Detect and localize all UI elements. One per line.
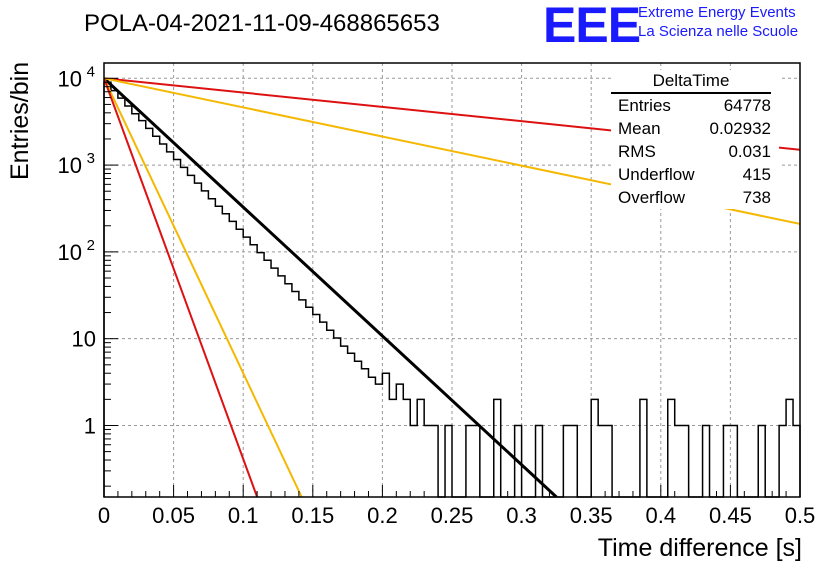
y-tick-exponent: 4 (87, 63, 95, 80)
x-axis-label: Time difference [s] (597, 534, 802, 562)
grid-lines (104, 63, 800, 497)
logo-mark: EEE (543, 0, 641, 53)
stats-box: DeltaTime Entries 64778 Mean 0.02932 RMS… (611, 70, 779, 209)
x-tick-label: 0.25 (431, 503, 474, 528)
stats-row-underflow: Underflow 415 (611, 163, 779, 186)
logo-line-1: Extreme Energy Events (638, 4, 796, 21)
y-tick-label: 1 (84, 413, 96, 438)
stats-row-mean: Mean 0.02932 (611, 117, 779, 140)
stats-title: DeltaTime (611, 70, 771, 94)
x-tick-label: 0.3 (506, 503, 537, 528)
y-tick-label: 10 (58, 66, 82, 91)
stats-value: 738 (742, 188, 771, 207)
stats-label: Underflow (618, 165, 695, 184)
stats-value: 64778 (723, 96, 771, 115)
fit-line-5 (104, 77, 259, 497)
chart-title: POLA-04-2021-11-09-468865653 (84, 10, 440, 37)
y-tick-label: 10 (72, 327, 96, 352)
x-tick-label: 0.35 (570, 503, 613, 528)
logo-line-2: La Scienza nelle Scuole (638, 23, 799, 40)
x-tick-label: 0.05 (152, 503, 195, 528)
y-tick-exponent: 3 (87, 150, 95, 167)
x-tick-label: 0 (98, 503, 110, 528)
x-tick-label: 0.5 (785, 503, 816, 528)
x-tick-label: 0.4 (646, 503, 677, 528)
x-tick-label: 0.1 (228, 503, 259, 528)
x-tick-label: 0.15 (291, 503, 334, 528)
axis-ticks (103, 77, 801, 497)
fit-line-1 (104, 77, 558, 497)
stats-row-entries: Entries 64778 (611, 94, 779, 117)
stats-label: Mean (618, 119, 661, 138)
stats-value: 0.031 (728, 142, 771, 161)
y-tick-exponent: 2 (87, 237, 95, 254)
stats-label: RMS (618, 142, 656, 161)
x-tick-label: 0.2 (367, 503, 398, 528)
eee-logo: EEE (543, 0, 641, 53)
stats-label: Entries (618, 96, 671, 115)
y-axis-label: Entries/bin (6, 61, 34, 180)
histogram-outline (103, 81, 801, 498)
fit-line-4 (104, 77, 303, 497)
stats-value: 0.02932 (709, 119, 771, 138)
y-tick-label: 10 (58, 153, 82, 178)
stats-row-rms: RMS 0.031 (611, 140, 779, 163)
stats-label: Overflow (618, 188, 686, 207)
stats-value: 415 (742, 165, 771, 184)
stats-row-overflow: Overflow 738 (611, 186, 779, 209)
y-tick-label: 10 (58, 240, 82, 265)
x-tick-label: 0.45 (709, 503, 752, 528)
histogram-series (103, 81, 801, 498)
